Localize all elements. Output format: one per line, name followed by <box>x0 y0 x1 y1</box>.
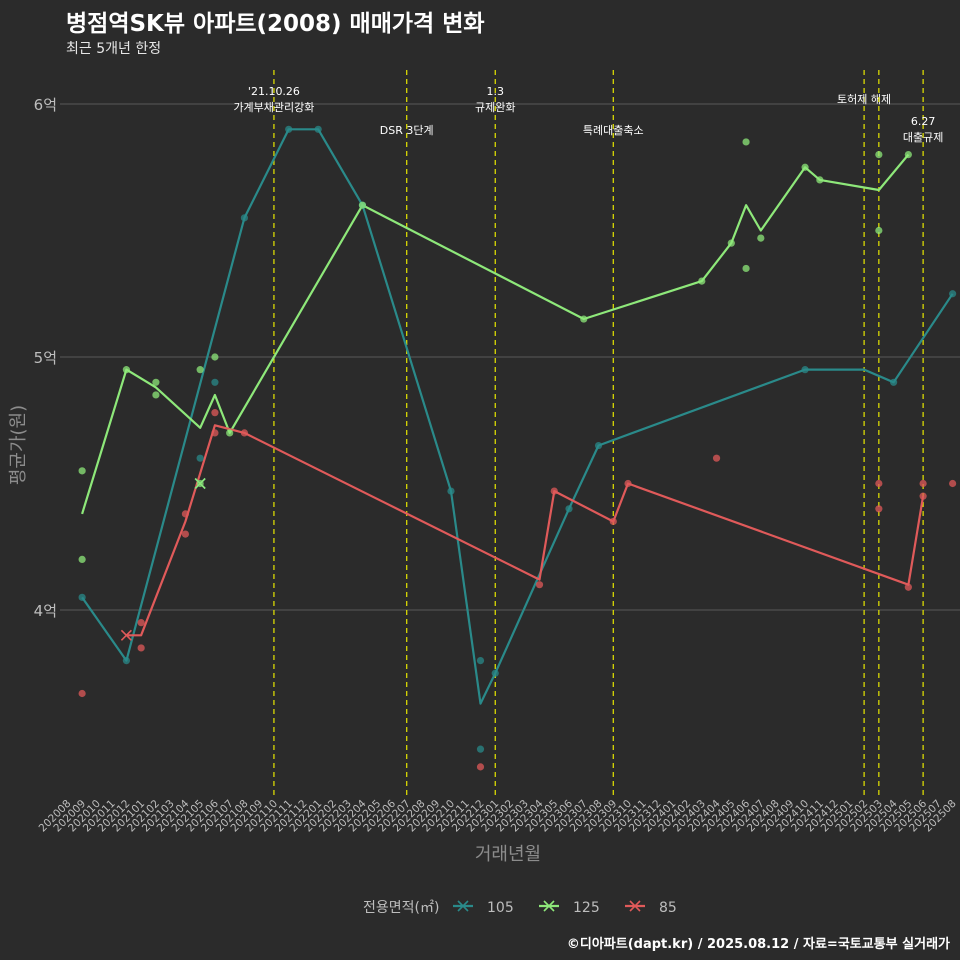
event-label: 규제완화 <box>475 101 515 114</box>
data-point-105 <box>78 593 86 601</box>
data-point-85 <box>550 487 558 495</box>
event-label: 가계부채관리강화 <box>233 101 314 114</box>
data-point-125 <box>226 429 234 437</box>
y-tick-label: 5억 <box>34 349 57 367</box>
data-point-85 <box>919 492 927 500</box>
data-point-125 <box>801 163 809 171</box>
data-point-125 <box>580 315 588 323</box>
data-point-85 <box>535 581 544 589</box>
data-point-85 <box>476 763 485 771</box>
data-point-85 <box>875 505 883 513</box>
data-point-125 <box>904 151 912 159</box>
data-point-85 <box>875 479 883 488</box>
data-point-125 <box>875 226 883 235</box>
event-label: DSR 3단계 <box>380 124 434 137</box>
data-point-85 <box>240 429 249 437</box>
data-point-105 <box>476 657 485 665</box>
data-point-85 <box>181 530 190 538</box>
data-point-125 <box>196 366 204 374</box>
data-point-85 <box>181 510 190 518</box>
data-point-85 <box>78 689 86 698</box>
y-tick-label: 4억 <box>34 602 57 620</box>
data-point-105 <box>565 505 573 513</box>
series-lines <box>81 128 954 705</box>
source-caption: ©디아파트(dapt.kr) / 2025.08.12 / 자료=국토교통부 실… <box>566 937 950 952</box>
data-point-125 <box>698 277 706 285</box>
event-label: '21.10.26 <box>248 85 300 98</box>
data-point-125 <box>727 239 735 247</box>
legend-marker-85 <box>629 900 641 912</box>
grid-lines <box>60 103 960 611</box>
data-point-125 <box>816 176 824 184</box>
data-point-85 <box>949 479 957 488</box>
data-point-125 <box>211 353 219 361</box>
event-label: 토허제 해제 <box>837 92 891 106</box>
data-point-105 <box>285 125 293 133</box>
x-marker-85 <box>120 629 132 641</box>
data-point-125 <box>358 201 367 209</box>
data-point-85 <box>211 409 219 417</box>
legend: 전용면적(㎡) 105 125 85 <box>363 900 677 916</box>
legend-label-85: 85 <box>659 900 677 916</box>
x-axis-label: 거래년월 <box>475 844 541 865</box>
data-point-85 <box>919 479 927 488</box>
event-label: 6.27 <box>911 115 936 128</box>
data-point-125 <box>78 555 86 564</box>
event-label: 1.3 <box>486 85 504 98</box>
event-label: 특례대출축소 <box>583 124 644 137</box>
data-point-125 <box>742 264 750 273</box>
data-point-125 <box>742 138 750 146</box>
data-point-125 <box>152 378 160 386</box>
legend-label-125: 125 <box>573 900 600 916</box>
x-tick-labels: 2020082020092020102020112020122021012021… <box>37 797 959 834</box>
data-point-85 <box>712 454 721 462</box>
y-tick-label: 6억 <box>34 96 57 114</box>
data-point-105 <box>594 441 603 450</box>
y-tick-labels: 4억 5억 6억 <box>34 96 57 620</box>
data-point-105 <box>122 657 130 665</box>
chart-subtitle: 최근 5개년 한정 <box>66 41 162 57</box>
legend-marker-105 <box>457 900 469 912</box>
series-line-85 <box>126 424 925 637</box>
data-point-105 <box>240 214 249 222</box>
data-point-105 <box>949 290 957 298</box>
legend-label-105: 105 <box>487 900 514 916</box>
chart-title: 병점역SK뷰 아파트(2008) 매매가격 변화 <box>66 11 485 37</box>
data-point-105 <box>211 378 219 386</box>
data-point-125 <box>757 234 765 242</box>
data-point-105 <box>890 378 898 386</box>
data-point-105 <box>196 454 204 462</box>
series-line-105 <box>81 128 954 705</box>
legend-title: 전용면적(㎡) <box>363 900 439 916</box>
x-marker-125 <box>194 477 206 490</box>
series-points <box>78 125 957 771</box>
data-point-85 <box>137 619 145 627</box>
data-point-105 <box>801 366 809 374</box>
data-point-105 <box>491 669 499 677</box>
data-point-105 <box>314 125 322 133</box>
event-label: 대출규제 <box>903 131 943 144</box>
data-point-125 <box>152 391 160 399</box>
data-point-125 <box>875 151 883 159</box>
data-point-125 <box>122 366 130 374</box>
data-point-85 <box>624 479 632 488</box>
data-point-85 <box>211 429 219 437</box>
legend-marker-125 <box>543 900 555 912</box>
data-point-105 <box>447 487 455 495</box>
series-line-125 <box>81 153 910 515</box>
data-point-105 <box>476 745 485 753</box>
data-point-85 <box>904 583 912 591</box>
data-point-85 <box>609 517 617 526</box>
y-axis-label: 평균가(원) <box>8 405 29 485</box>
data-point-85 <box>137 644 145 652</box>
data-point-125 <box>78 467 86 475</box>
